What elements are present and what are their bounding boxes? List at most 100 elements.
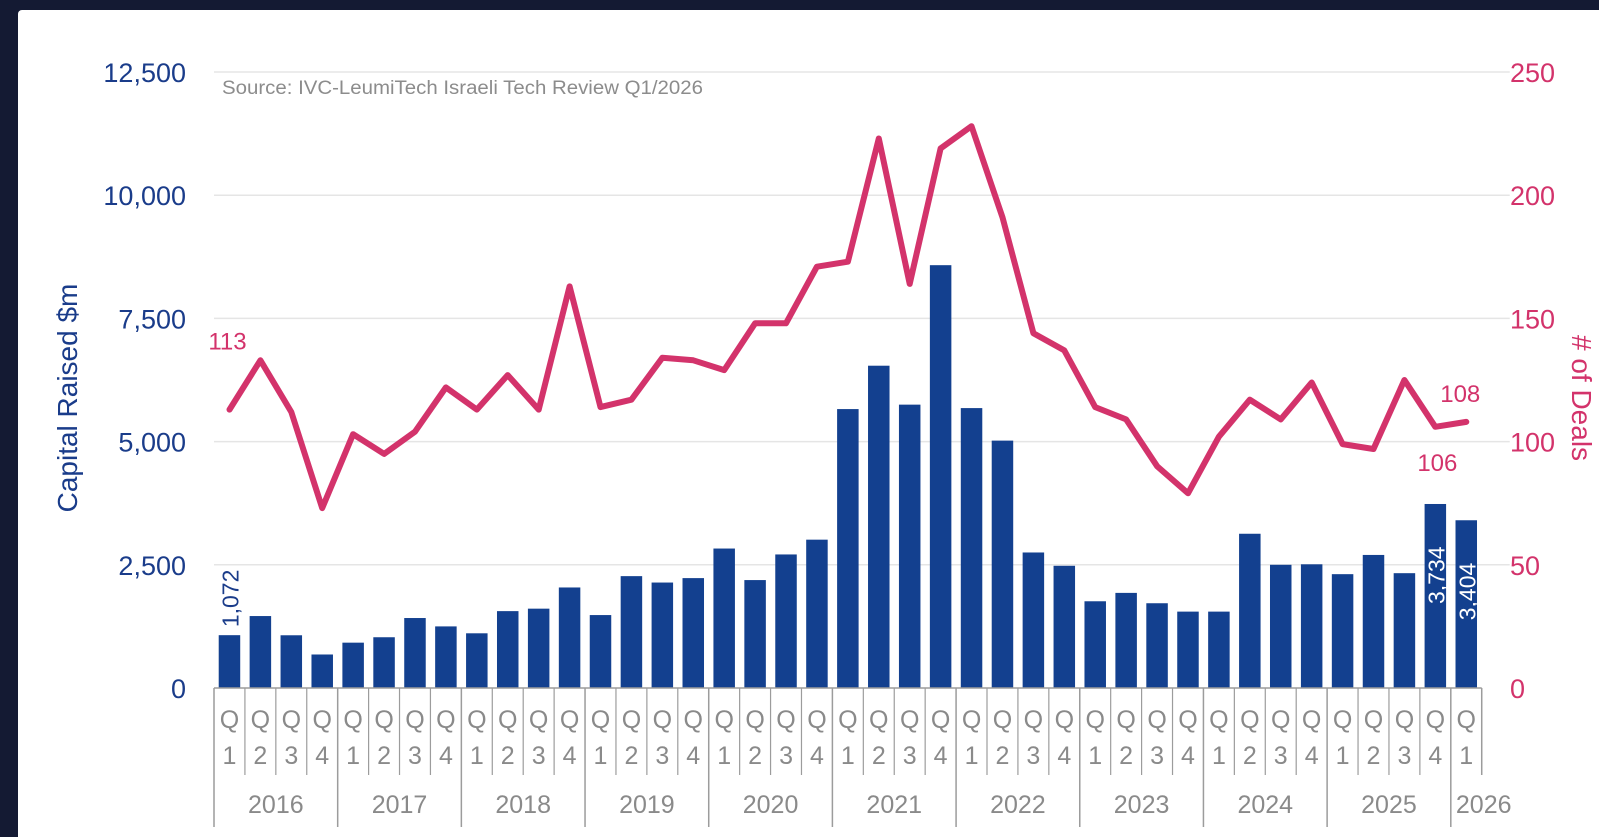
quarter-prefix-label: Q: [1364, 706, 1383, 734]
quarter-prefix-label: Q: [1302, 706, 1321, 734]
quarter-number-label: 2: [377, 742, 391, 770]
bar: [620, 576, 643, 688]
year-label: 2021: [866, 791, 922, 819]
quarter-number-label: 3: [1150, 742, 1164, 770]
bar: [280, 635, 303, 688]
quarter-number-label: 4: [810, 742, 824, 770]
quarter-number-label: 1: [1212, 742, 1226, 770]
axes: 0 2,500 5,000 7,500 10,000 12,500 0 50 100 150 200…: [103, 58, 1555, 827]
quarter-prefix-label: Q: [251, 706, 270, 734]
bar: [1331, 574, 1354, 688]
bar: [1146, 603, 1168, 688]
bar: [1393, 573, 1416, 688]
bar: [527, 608, 550, 688]
quarter-prefix-label: Q: [1085, 706, 1104, 734]
quarter-number-label: 1: [223, 742, 237, 770]
quarter-prefix-label: Q: [653, 706, 672, 734]
quarter-number-label: 1: [1336, 742, 1350, 770]
source-note: Source: IVC-LeumiTech Israeli Tech Revie…: [222, 78, 703, 99]
deals-line: [226, 123, 1470, 512]
bar: [1269, 564, 1292, 688]
quarter-number-label: 2: [1243, 742, 1257, 770]
quarter-prefix-label: Q: [1426, 706, 1445, 734]
line-data-label: 113: [208, 329, 246, 356]
year-label: 2026: [1456, 791, 1512, 819]
bar: [342, 642, 364, 688]
quarter-prefix-label: Q: [900, 706, 919, 734]
quarter-number-label: 4: [439, 742, 453, 770]
quarter-number-label: 3: [1274, 742, 1288, 770]
bar: [435, 626, 457, 688]
data-labels: 1,072 3,734 3,404 113 106 108: [208, 329, 1480, 628]
quarter-prefix-label: Q: [993, 706, 1012, 734]
bar-data-label: 3,734: [1423, 546, 1449, 604]
quarter-number-label: 3: [903, 742, 917, 770]
quarter-prefix-label: Q: [869, 706, 888, 734]
quarter-number-label: 1: [841, 742, 855, 770]
quarter-prefix-label: Q: [312, 706, 331, 734]
bar: [1053, 565, 1076, 688]
bar: [1455, 520, 1478, 688]
quarter-number-label: 2: [624, 742, 638, 770]
quarter-number-label: 4: [934, 742, 948, 770]
bar: [898, 404, 921, 688]
quarter-prefix-label: Q: [467, 706, 486, 734]
quarter-prefix-label: Q: [220, 706, 239, 734]
y-left-tick-label: 0: [171, 674, 186, 704]
deals-series-line: [226, 123, 1470, 512]
quarter-prefix-label: Q: [622, 706, 641, 734]
quarter-number-label: 3: [779, 742, 793, 770]
bars: [218, 265, 1478, 688]
quarter-prefix-label: Q: [1240, 706, 1259, 734]
y-axis-right-title: # of Deals: [1566, 335, 1597, 461]
quarter-number-label: 3: [284, 742, 298, 770]
y-right-tick-label: 0: [1510, 674, 1525, 704]
quarter-prefix-label: Q: [529, 706, 548, 734]
quarter-prefix-label: Q: [1055, 706, 1074, 734]
bar: [1115, 592, 1137, 688]
quarter-number-label: 3: [1397, 742, 1411, 770]
bar: [868, 365, 890, 688]
quarter-prefix-label: Q: [405, 706, 424, 734]
year-label: 2017: [372, 791, 428, 819]
y-right-tick-label: 250: [1510, 58, 1555, 88]
quarter-prefix-label: Q: [776, 706, 795, 734]
quarter-prefix-label: Q: [962, 706, 981, 734]
bar: [1177, 611, 1199, 688]
quarter-number-label: 1: [965, 742, 979, 770]
bar: [775, 554, 797, 688]
bar: [311, 654, 333, 688]
quarter-prefix-label: Q: [1209, 706, 1228, 734]
quarter-number-label: 2: [1367, 742, 1381, 770]
bar: [1362, 554, 1385, 688]
year-label: 2016: [248, 791, 304, 819]
y-left-tick-label: 5,000: [118, 428, 186, 458]
quarter-number-label: 4: [1057, 742, 1071, 770]
bar: [651, 582, 674, 688]
quarter-number-label: 4: [1428, 742, 1442, 770]
quarter-prefix-label: Q: [807, 706, 826, 734]
quarter-number-label: 3: [655, 742, 669, 770]
year-label: 2022: [990, 791, 1046, 819]
quarter-number-label: 4: [1181, 742, 1195, 770]
quarter-number-label: 1: [470, 742, 484, 770]
bar: [1424, 503, 1447, 688]
y-right-tick-label: 200: [1510, 181, 1555, 211]
quarter-number-label: 1: [594, 742, 608, 770]
y-right-tick-label: 100: [1510, 428, 1555, 458]
year-label: 2025: [1361, 791, 1417, 819]
year-label: 2019: [619, 791, 675, 819]
y-left-tick-label: 12,500: [103, 58, 186, 88]
y-right-tick-label: 50: [1510, 551, 1540, 581]
quarter-prefix-label: Q: [343, 706, 362, 734]
quarter-prefix-label: Q: [560, 706, 579, 734]
year-label: 2018: [495, 791, 551, 819]
quarter-number-label: 2: [996, 742, 1010, 770]
quarter-prefix-label: Q: [745, 706, 764, 734]
quarter-number-label: 1: [717, 742, 731, 770]
bar: [806, 539, 828, 688]
bar: [1300, 564, 1323, 688]
bar: [960, 408, 983, 688]
quarter-number-label: 1: [1459, 742, 1473, 770]
